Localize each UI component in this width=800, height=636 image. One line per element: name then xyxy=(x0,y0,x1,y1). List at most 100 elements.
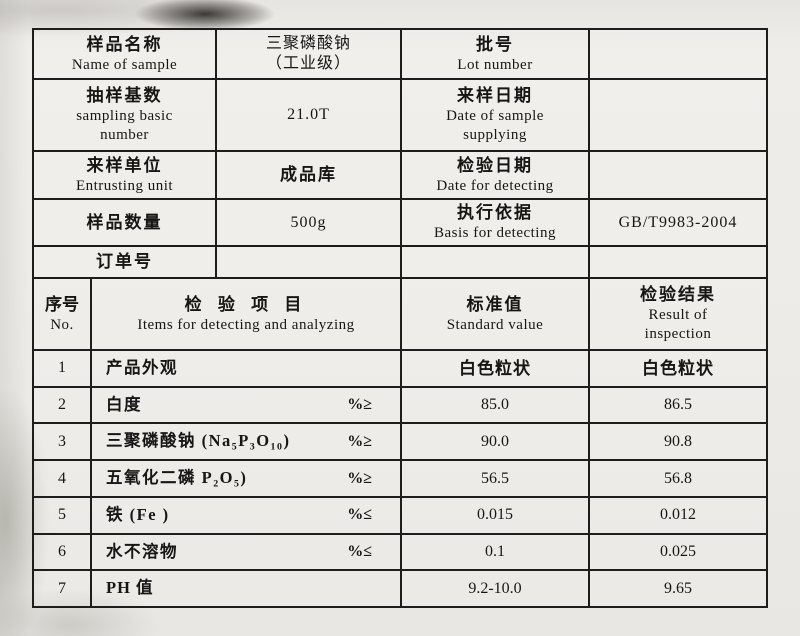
header-items-en: Items for detecting and analyzing xyxy=(137,316,355,333)
row3-no: 3 xyxy=(34,424,92,460)
header-items: 检 验 项 目 Items for detecting and analyzin… xyxy=(92,279,402,349)
sampling-basic-label-en: sampling basic number xyxy=(76,108,173,144)
sample-date-label: 来样日期 Date of sample supplying xyxy=(402,80,590,150)
row7-no: 7 xyxy=(34,571,92,607)
row2-standard: 85.0 xyxy=(402,387,590,423)
row3-item-text: 三聚磷酸钠 (Na₅P₃O₁₀) xyxy=(106,431,291,451)
header-items-zh: 检 验 项 目 xyxy=(184,294,308,314)
basis-label-en: Basis for detecting xyxy=(434,225,556,242)
order-number-value xyxy=(217,247,402,277)
row5-item: 铁 (Fe ) %≤ xyxy=(92,497,402,533)
result-row-7: 7 PH 值 9.2-10.0 9.65 xyxy=(34,571,766,607)
row3-no-text: 3 xyxy=(58,432,66,450)
row5-result: 0.012 xyxy=(590,498,766,533)
row1-result-text: 白色粒状 xyxy=(642,358,714,378)
row5-no-text: 5 xyxy=(58,506,66,524)
basis-value-text: GB/T9983-2004 xyxy=(618,213,738,231)
row5-result-text: 0.012 xyxy=(660,506,696,524)
row3-sym: %≥ xyxy=(347,432,372,450)
row-entrusting-unit: 来样单位 Entrusting unit 成品库 检验日期 Date for d… xyxy=(34,152,766,200)
inspection-table: 样品名称 Name of sample 三聚磷酸钠 （工业级） 批号 Lot n… xyxy=(32,28,768,608)
row2-item: 白度 %≥ xyxy=(92,387,402,423)
result-row-5: 5 铁 (Fe ) %≤ 0.015 0.012 xyxy=(34,497,766,535)
detect-date-label-zh: 检验日期 xyxy=(457,155,533,175)
sample-name-label-zh: 样品名称 xyxy=(86,34,163,54)
sample-date-label-zh: 来样日期 xyxy=(457,86,533,106)
row3-standard-text: 90.0 xyxy=(481,432,509,450)
header-no-en: No. xyxy=(50,316,74,333)
detect-date-label: 检验日期 Date for detecting xyxy=(402,152,590,198)
row5-item-text: 铁 (Fe ) xyxy=(106,504,170,524)
sample-quantity-label-zh: 样品数量 xyxy=(86,212,163,232)
results-header-row: 序号 No. 检 验 项 目 Items for detecting and a… xyxy=(34,279,766,351)
row4-sym: %≥ xyxy=(347,469,372,487)
row7-standard-text: 9.2-10.0 xyxy=(468,579,522,597)
sample-name-line1: 三聚磷酸钠 xyxy=(265,35,351,52)
row6-standard: 0.1 xyxy=(402,534,590,570)
row6-no-text: 6 xyxy=(58,542,66,560)
row6-item-text: 水不溶物 xyxy=(106,541,178,561)
row3-result-text: 90.8 xyxy=(664,432,692,450)
row3-item: 三聚磷酸钠 (Na₅P₃O₁₀) %≥ xyxy=(92,424,402,460)
header-no-zh: 序号 xyxy=(45,294,79,314)
row2-result-text: 86.5 xyxy=(664,396,692,414)
row2-sym: %≥ xyxy=(347,396,372,414)
header-result-zh: 检验结果 xyxy=(640,285,716,305)
row-sample-name: 样品名称 Name of sample 三聚磷酸钠 （工业级） 批号 Lot n… xyxy=(34,30,766,80)
row5-no: 5 xyxy=(34,497,92,533)
row-sample-quantity: 样品数量 500g 执行依据 Basis for detecting GB/T9… xyxy=(34,200,766,247)
detect-date-label-en: Date for detecting xyxy=(436,177,554,194)
row-sampling-basic: 抽样基数 sampling basic number 21.0T 来样日期 Da… xyxy=(34,80,766,152)
row4-standard-text: 56.5 xyxy=(481,469,509,487)
row1-result: 白色粒状 xyxy=(590,351,766,386)
sample-quantity-value: 500g xyxy=(217,200,402,245)
lot-number-label: 批号 Lot number xyxy=(402,30,590,78)
entrusting-unit-value-text: 成品库 xyxy=(280,165,337,185)
row7-standard: 9.2-10.0 xyxy=(402,571,590,607)
entrusting-unit-label-zh: 来样单位 xyxy=(86,155,163,175)
basis-label: 执行依据 Basis for detecting xyxy=(402,200,590,245)
row2-result: 86.5 xyxy=(590,388,766,423)
row1-item-text: 产品外观 xyxy=(106,358,178,378)
sampling-basic-value-text: 21.0T xyxy=(287,106,330,123)
row4-no: 4 xyxy=(34,461,92,496)
lot-number-value xyxy=(590,30,766,78)
row6-item: 水不溶物 %≤ xyxy=(92,534,402,570)
result-row-6: 6 水不溶物 %≤ 0.1 0.025 xyxy=(34,534,766,572)
row7-result-text: 9.65 xyxy=(664,579,692,597)
result-row-3: 3 三聚磷酸钠 (Na₅P₃O₁₀) %≥ 90.0 90.8 xyxy=(34,424,766,462)
entrusting-unit-value: 成品库 xyxy=(217,152,402,198)
sample-date-label-en: Date of sample supplying xyxy=(446,108,544,144)
order-number-label-zh: 订单号 xyxy=(96,252,153,272)
row4-no-text: 4 xyxy=(58,469,66,487)
sampling-basic-value: 21.0T xyxy=(217,80,402,150)
row4-standard: 56.5 xyxy=(402,461,590,496)
row3-result: 90.8 xyxy=(590,424,766,459)
basis-label-zh: 执行依据 xyxy=(457,203,533,222)
row7-item-text: PH 值 xyxy=(106,578,154,598)
result-row-1: 1 产品外观 白色粒状 白色粒状 xyxy=(34,351,766,388)
basis-value: GB/T9983-2004 xyxy=(590,200,766,245)
header-result: 检验结果 Result of inspection xyxy=(590,279,766,349)
row6-no: 6 xyxy=(34,534,92,570)
row4-item: 五氧化二磷 P₂O₅) %≥ xyxy=(92,461,402,496)
sample-name-label-en: Name of sample xyxy=(71,56,178,73)
header-standard-en: Standard value xyxy=(446,316,544,333)
detect-date-value xyxy=(590,152,766,198)
entrusting-unit-label: 来样单位 Entrusting unit xyxy=(34,152,217,198)
row1-standard-text: 白色粒状 xyxy=(459,358,531,378)
row4-result: 56.8 xyxy=(590,461,766,496)
row1-item: 产品外观 xyxy=(92,351,402,386)
row5-sym: %≤ xyxy=(347,506,372,524)
row1-no: 1 xyxy=(34,351,92,386)
row6-standard-text: 0.1 xyxy=(485,542,505,560)
row2-no-text: 2 xyxy=(58,396,66,414)
row5-standard-text: 0.015 xyxy=(477,506,513,524)
sample-quantity-value-text: 500g xyxy=(290,213,327,231)
row6-sym: %≤ xyxy=(347,542,372,560)
row6-result-text: 0.025 xyxy=(660,542,696,560)
sample-date-value xyxy=(590,80,766,150)
row2-item-text: 白度 xyxy=(106,394,142,414)
lot-number-label-zh: 批号 xyxy=(476,34,514,54)
